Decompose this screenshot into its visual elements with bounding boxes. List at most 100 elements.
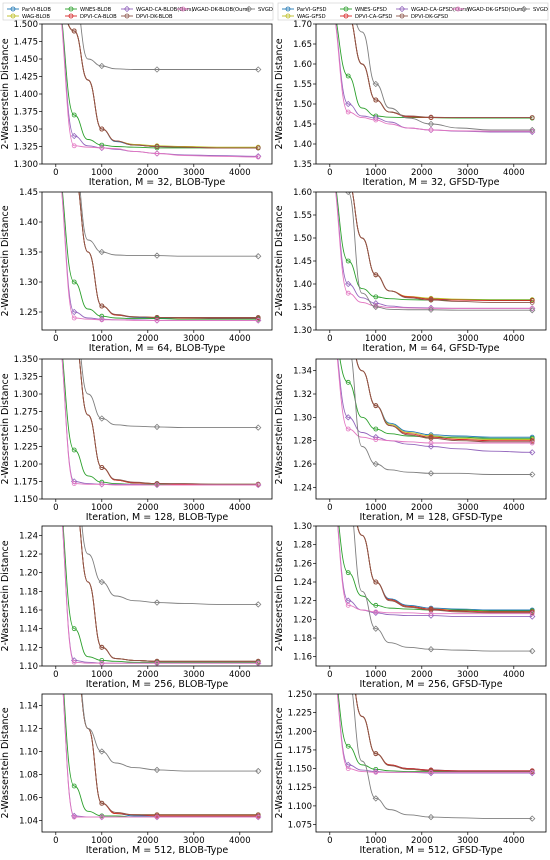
series-line — [61, 24, 259, 157]
series-line — [357, 526, 533, 614]
series-line — [336, 24, 533, 119]
y-tick-label: 1.300 — [14, 390, 38, 400]
data-point — [428, 114, 434, 120]
legend-label: WAG-GFSD — [297, 14, 326, 20]
data-point — [153, 766, 161, 774]
legend-swatch-marker — [343, 6, 349, 12]
data-point — [428, 769, 434, 775]
y-tick-label: 1.24 — [19, 531, 38, 541]
y-tick-label: 1.18 — [293, 634, 312, 644]
legend-swatch-marker — [68, 13, 74, 19]
data-point — [71, 28, 77, 34]
data-point — [345, 743, 351, 749]
x-tick-label: 1000 — [365, 168, 387, 178]
data-point — [98, 62, 105, 70]
legend-swatch-marker — [285, 6, 291, 12]
legend-entry: WNES-GFSD — [340, 6, 387, 13]
data-point — [99, 126, 105, 132]
legend-label: WGAD-CA-BLOB(Ours) — [136, 7, 193, 13]
y-axis-title: 2-Wasserstein Distance — [0, 373, 11, 484]
y-tick-label: 1.350 — [14, 125, 38, 135]
legend-entry: WAG-GFSD — [282, 13, 326, 20]
data-point — [372, 460, 379, 468]
x-tick-label: 1000 — [91, 670, 113, 680]
y-tick-label: 1.20 — [293, 615, 312, 625]
data-point — [428, 127, 434, 133]
chart-panel: 0 1000 2000 3000 4000 1.300 1.325 1.350 1.375 1.4… — [0, 20, 273, 188]
series-line — [351, 192, 533, 301]
data-point — [373, 769, 379, 775]
x-tick-label: 3000 — [183, 670, 205, 680]
y-axis-title: 2-Wasserstein Distance — [274, 707, 285, 818]
plot-frame — [315, 525, 547, 667]
legend-entry: ParVI-GFSD — [282, 6, 327, 13]
x-tick-label: 2000 — [411, 168, 433, 178]
data-point — [529, 613, 536, 620]
data-point — [529, 611, 535, 617]
data-point — [154, 145, 160, 151]
data-point — [71, 659, 77, 665]
data-point — [71, 143, 77, 149]
chart-panel: 0 1000 2000 3000 4000 1.35 1.40 1.45 1.50 1.55 1.6… — [274, 20, 547, 188]
data-point — [346, 181, 350, 185]
y-tick-label: 1.150 — [14, 495, 38, 505]
data-point — [345, 290, 351, 296]
y-tick-label: 1.175 — [14, 478, 38, 488]
data-point — [346, 487, 350, 491]
data-point — [346, 662, 350, 666]
legend-entry: DPVI-CA-GFSD — [340, 13, 392, 20]
data-point — [427, 470, 435, 477]
x-tick-label: 3000 — [457, 670, 479, 680]
x-axis-title: Iteration, M = 256, GFSD-Type — [359, 679, 502, 690]
y-axis-title: 2-Wasserstein Distance — [0, 38, 11, 149]
data-point — [529, 440, 535, 446]
legend-swatch-marker — [123, 5, 131, 13]
data-point — [99, 481, 105, 487]
data-point — [346, 487, 350, 491]
data-point — [346, 676, 351, 681]
series-group — [61, 359, 262, 489]
y-tick-label: 1.250 — [14, 425, 38, 435]
data-point — [153, 252, 161, 259]
y-tick-label: 1.225 — [288, 709, 312, 719]
y-tick-label: 1.34 — [293, 367, 312, 377]
data-point — [99, 303, 105, 309]
data-point — [99, 317, 105, 323]
series-line — [352, 694, 533, 820]
legend-swatch-marker — [68, 6, 74, 12]
data-point — [373, 272, 379, 278]
data-point — [99, 465, 105, 470]
data-point — [99, 660, 105, 666]
series-line — [355, 359, 533, 440]
y-tick-label: 1.40 — [293, 140, 312, 150]
y-tick-label: 1.55 — [293, 211, 312, 221]
x-tick-label: 2000 — [411, 670, 433, 680]
x-tick-label: 1000 — [365, 334, 387, 344]
data-point — [529, 769, 535, 775]
data-point — [428, 435, 434, 441]
x-tick-label: 2000 — [137, 168, 159, 178]
y-tick-label: 1.30 — [293, 413, 312, 423]
series-group — [335, 24, 536, 136]
data-point — [154, 481, 160, 487]
y-axis-title: 2-Wasserstein Distance — [0, 540, 11, 651]
data-point — [373, 579, 379, 585]
legend-label: ParVI-GFSD — [297, 7, 327, 13]
y-tick-label: 1.20 — [19, 569, 38, 579]
data-point — [71, 315, 77, 321]
y-tick-label: 1.22 — [293, 597, 312, 607]
series-line — [80, 359, 259, 429]
data-point — [154, 814, 160, 820]
data-point — [345, 100, 352, 108]
legend-entry: DPVI-DK-GFSD — [396, 13, 448, 20]
y-tick-label: 1.26 — [293, 460, 312, 470]
data-point — [372, 80, 379, 88]
legend-label: DPVI-DK-BLOB — [136, 14, 173, 20]
data-point — [529, 815, 536, 822]
legend-label: WGAD-CA-GFSD(Ours) — [411, 7, 469, 13]
data-point — [346, 662, 350, 666]
y-tick-label: 1.500 — [14, 20, 38, 30]
x-axis-title: Iteration, M = 64, GFSD-Type — [362, 343, 499, 354]
x-tick-label: 3000 — [457, 836, 479, 846]
plot-frame — [315, 358, 547, 500]
